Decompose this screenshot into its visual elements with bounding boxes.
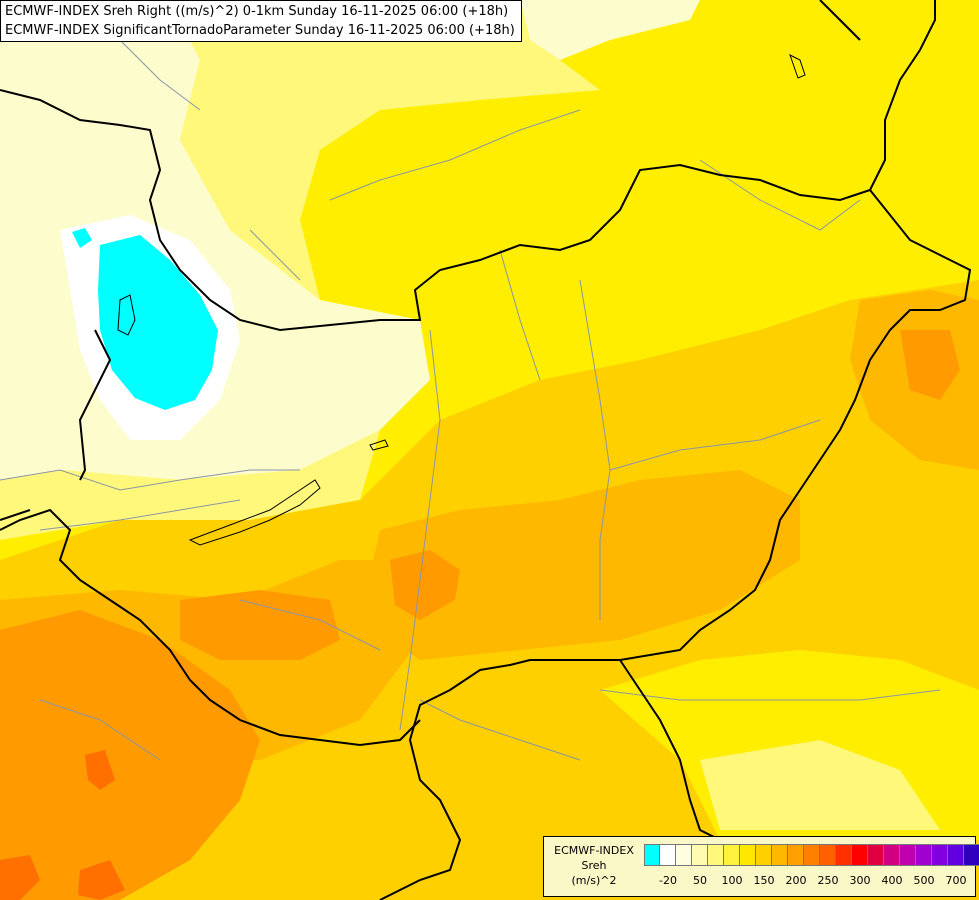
legend-tick-label: 200 bbox=[785, 874, 807, 887]
field-yellow-southeast-2 bbox=[700, 740, 940, 830]
legend-tick-label: 500 bbox=[913, 874, 935, 887]
field-deep-orange-2 bbox=[78, 860, 125, 900]
legend-tick-label: 300 bbox=[849, 874, 871, 887]
legend-ticks: -20 50 100 150 200 250 300 400 500 700 bbox=[644, 874, 974, 890]
legend-swatch bbox=[948, 845, 964, 865]
field-orange-mid bbox=[180, 590, 340, 660]
legend-swatch bbox=[708, 845, 724, 865]
legend-tick-label: 150 bbox=[753, 874, 775, 887]
field-deep-orange-3 bbox=[0, 855, 40, 900]
title-line-1: ECMWF-INDEX Sreh Right ((m/s)^2) 0-1km S… bbox=[5, 4, 509, 19]
legend-tick-label: 700 bbox=[945, 874, 967, 887]
legend-swatch bbox=[788, 845, 804, 865]
legend-swatch bbox=[852, 845, 868, 865]
legend-label: ECMWF-INDEX Sreh (m/s)^2 bbox=[548, 843, 640, 888]
legend-swatch bbox=[804, 845, 820, 865]
map-title-box: ECMWF-INDEX Sreh Right ((m/s)^2) 0-1km S… bbox=[0, 0, 522, 42]
thin-boundaries bbox=[0, 39, 941, 761]
legend-swatch bbox=[900, 845, 916, 865]
legend-tick-label: 50 bbox=[693, 874, 707, 887]
field-orange-west bbox=[0, 610, 260, 900]
field-pale-north bbox=[520, 0, 700, 60]
lake-neusiedl bbox=[117, 294, 136, 336]
field-light-yellow-north bbox=[170, 0, 600, 300]
legend-swatch bbox=[884, 845, 900, 865]
legend-swatch bbox=[868, 845, 884, 865]
field-deep-orange-1 bbox=[85, 750, 115, 790]
legend-swatch bbox=[724, 845, 740, 865]
field-amber-center bbox=[360, 470, 800, 660]
legend-tick-label: 250 bbox=[817, 874, 839, 887]
legend-label-model: ECMWF-INDEX bbox=[554, 844, 634, 857]
legend-swatch bbox=[740, 845, 756, 865]
legend-swatch bbox=[916, 845, 932, 865]
legend-swatch bbox=[660, 845, 676, 865]
legend-swatch bbox=[820, 845, 836, 865]
legend-swatch bbox=[772, 845, 788, 865]
field-orange-center bbox=[390, 550, 460, 620]
legend-swatches bbox=[644, 844, 979, 866]
field-cyan-spot bbox=[72, 228, 92, 248]
field-cyan-blob bbox=[98, 235, 218, 410]
legend-label-unit: (m/s)^2 bbox=[571, 874, 617, 887]
legend-label-param: Sreh bbox=[581, 859, 607, 872]
legend-swatch bbox=[644, 845, 660, 865]
legend-tick-label: 400 bbox=[881, 874, 903, 887]
legend-swatch bbox=[964, 845, 979, 865]
color-legend: ECMWF-INDEX Sreh (m/s)^2 -20 50 100 150 200 2… bbox=[543, 836, 979, 897]
legend-swatch bbox=[756, 845, 772, 865]
legend-swatch bbox=[692, 845, 708, 865]
title-line-2: ECMWF-INDEX SignificantTornadoParameter … bbox=[5, 23, 515, 38]
legend-swatch bbox=[932, 845, 948, 865]
field-orange-east bbox=[900, 330, 960, 400]
lake-balaton bbox=[188, 479, 321, 546]
legend-tick-label: 100 bbox=[721, 874, 743, 887]
legend-tick-label: -20 bbox=[659, 874, 677, 887]
lake-small-2 bbox=[789, 54, 806, 79]
legend-swatch bbox=[676, 845, 692, 865]
lake-small bbox=[369, 439, 389, 451]
legend-swatch bbox=[836, 845, 852, 865]
